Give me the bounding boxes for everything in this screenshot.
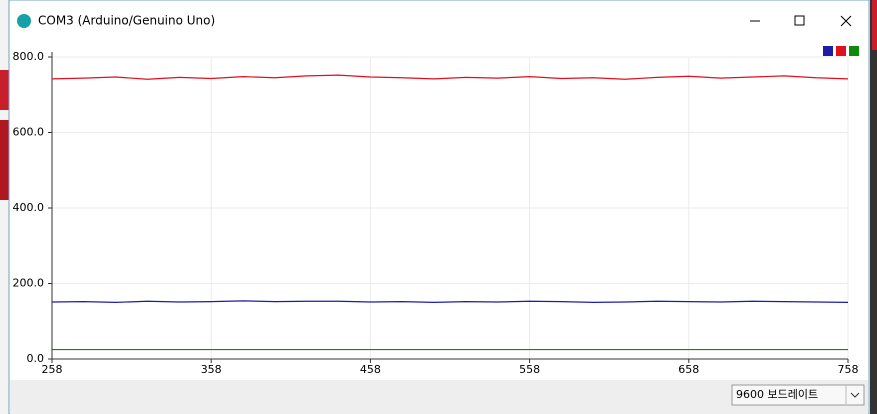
baud-dropdown[interactable] (731, 384, 865, 406)
window (8, 0, 870, 414)
maximize-button[interactable] (794, 15, 805, 26)
legend-swatch (849, 46, 859, 56)
y-tick-label: 800.0 (13, 50, 45, 63)
legend-swatch (836, 46, 846, 56)
x-tick-label: 458 (360, 363, 381, 376)
window-title: COM3 (Arduino/Genuino Uno) (38, 14, 215, 28)
legend-swatch (823, 46, 833, 56)
series-line (51, 300, 849, 303)
x-tick-label: 558 (519, 363, 540, 376)
bg-window-strip (0, 70, 9, 110)
x-tick-label: 658 (678, 363, 699, 376)
x-tick-label: 258 (42, 363, 63, 376)
y-tick-label: 600.0 (13, 126, 45, 139)
dropdown-arrow (850, 392, 860, 398)
y-tick-label: 0.0 (27, 352, 45, 365)
status-bar (10, 380, 868, 414)
y-tick-label: 400.0 (13, 201, 45, 214)
series-line (51, 74, 849, 80)
plot: 0.0 200.0 400.0 600.0 800.0 258 358 458 558 658 75… (13, 46, 859, 376)
y-tick-label: 200.0 (13, 277, 45, 290)
baud-label: 9600 보드레이트 (736, 388, 818, 401)
bg-right (870, 0, 877, 414)
bg-window-strip (0, 120, 9, 200)
close-button[interactable] (840, 15, 852, 27)
app-icon (17, 14, 31, 28)
x-tick-label: 358 (201, 363, 222, 376)
bg-right-red (872, 0, 877, 50)
x-tick-label: 758 (838, 363, 859, 376)
